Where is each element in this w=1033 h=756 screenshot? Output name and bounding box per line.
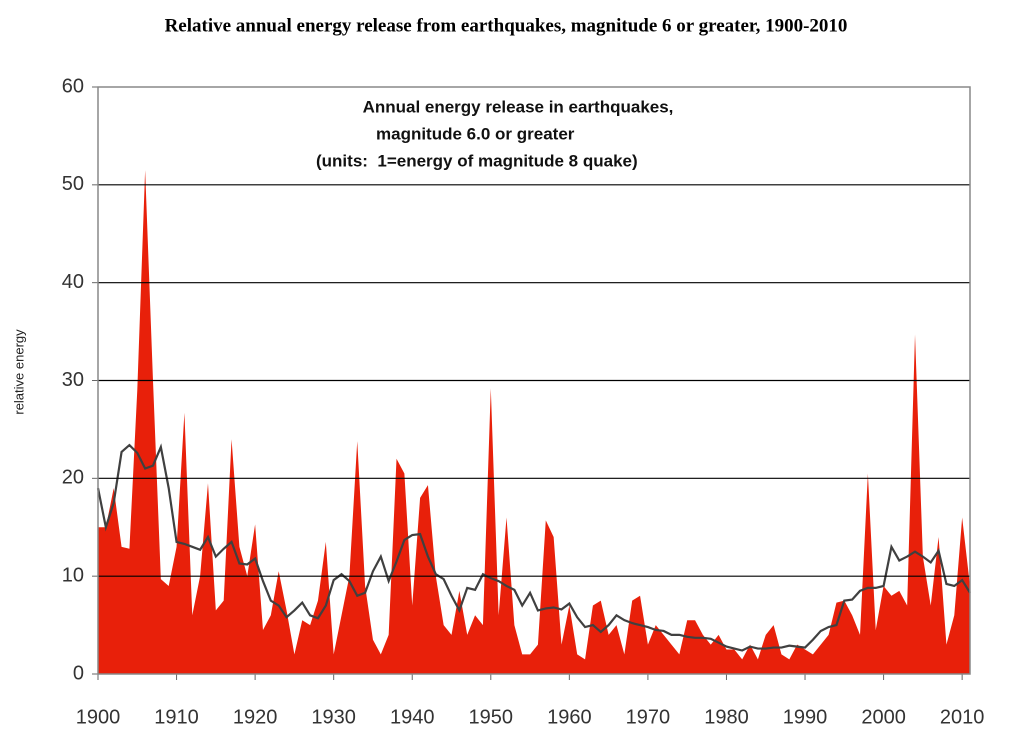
y-tick-label: 0 bbox=[73, 662, 84, 684]
x-tick-label: 2000 bbox=[861, 706, 906, 728]
chart-title: Relative annual energy release from eart… bbox=[165, 15, 848, 36]
y-axis-label: relative energy bbox=[11, 329, 26, 415]
x-tick-label: 1960 bbox=[547, 706, 592, 728]
y-tick-label: 30 bbox=[62, 369, 84, 391]
area bbox=[98, 170, 970, 675]
annotation: (units: 1=energy of magnitude 8 quake) bbox=[316, 151, 638, 170]
x-tick-label: 1990 bbox=[783, 706, 828, 728]
x-tick-label: 1920 bbox=[233, 706, 278, 728]
x-tick-label: 1930 bbox=[311, 706, 356, 728]
plot-border bbox=[97, 86, 971, 675]
x-tick-label: 1940 bbox=[390, 706, 435, 728]
y-tick-label: 20 bbox=[62, 467, 84, 489]
y-tick-label: 10 bbox=[62, 564, 84, 586]
y-tick-label: 40 bbox=[62, 271, 84, 293]
x-tick-label: 1900 bbox=[76, 706, 121, 728]
line bbox=[96, 443, 971, 652]
x-tick-label: 1950 bbox=[469, 706, 514, 728]
x-tick-label: 2010 bbox=[940, 706, 985, 728]
x-tick-label: 1980 bbox=[704, 706, 749, 728]
x-tick-label: 1970 bbox=[626, 706, 671, 728]
x-tick-label: 1910 bbox=[154, 706, 199, 728]
y-tick-label: 60 bbox=[62, 75, 84, 97]
annotation: Annual energy release in earthquakes, bbox=[363, 97, 674, 116]
annotation: magnitude 6.0 or greater bbox=[376, 124, 575, 143]
y-tick-label: 50 bbox=[62, 173, 84, 195]
